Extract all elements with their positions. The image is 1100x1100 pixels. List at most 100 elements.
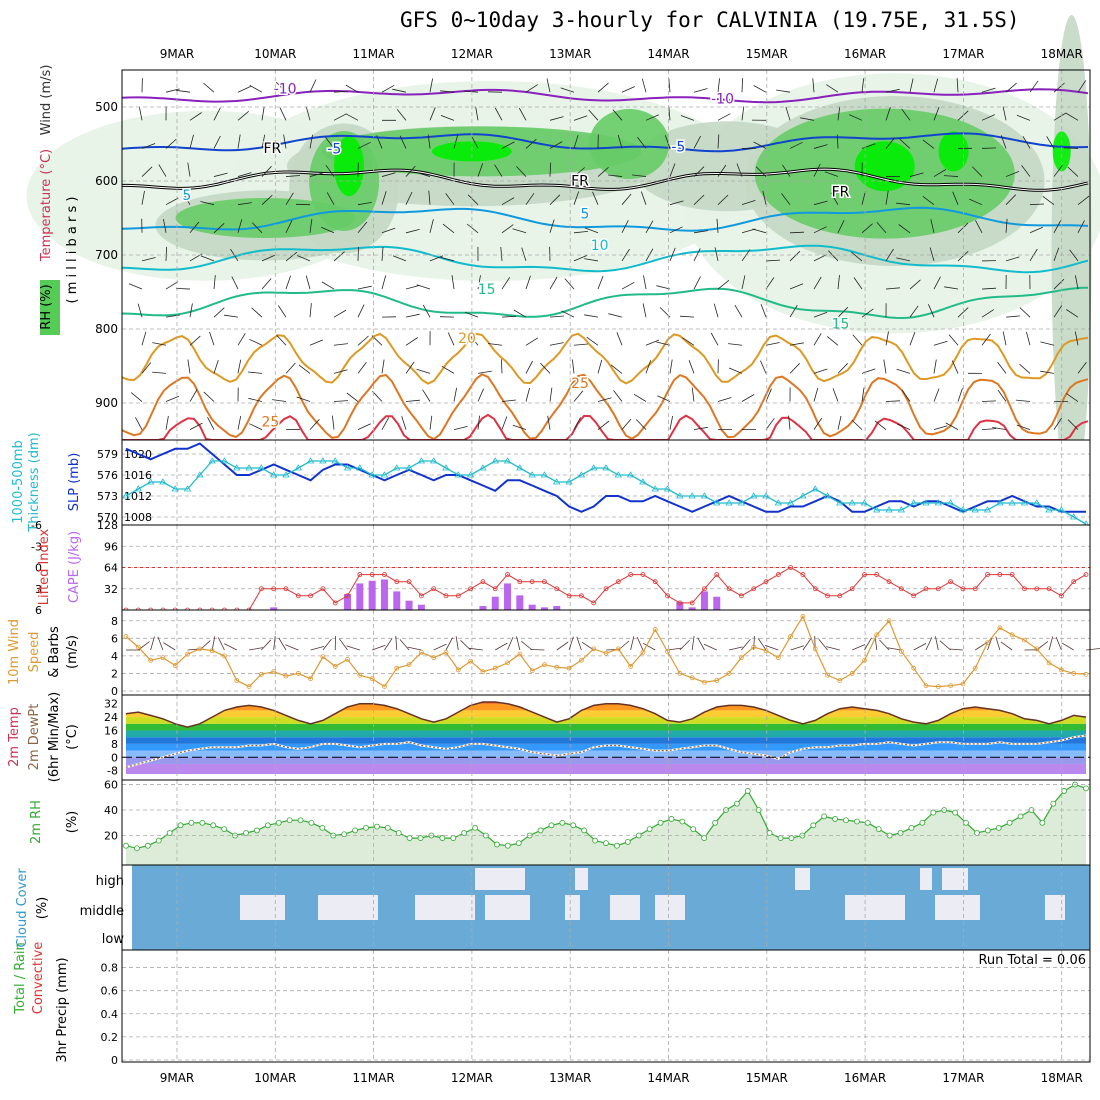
wind-point-37 xyxy=(578,657,584,663)
press-ytick-left-570: 570 xyxy=(97,511,118,524)
barb xyxy=(682,337,695,346)
barb xyxy=(525,84,538,93)
barb xyxy=(861,143,876,149)
barb xyxy=(501,277,511,290)
barb xyxy=(401,416,407,430)
precip-ytick-0.4: 0.4 xyxy=(101,1008,119,1021)
rh-blob-15 xyxy=(431,141,512,162)
lifted-point-21 xyxy=(382,572,387,577)
barb xyxy=(453,426,468,431)
barb xyxy=(752,228,767,234)
wind-point-3 xyxy=(160,655,166,661)
barb xyxy=(451,275,455,290)
barb xyxy=(813,254,827,262)
barb xyxy=(813,333,822,346)
barb xyxy=(899,138,911,149)
barb xyxy=(442,223,455,234)
barb xyxy=(621,193,632,205)
barb xyxy=(789,250,801,262)
barb xyxy=(326,192,335,205)
ylabel-rh-units: (%) xyxy=(65,811,80,834)
barb xyxy=(501,315,517,318)
wind-point-65 xyxy=(923,683,929,689)
lifted-point-49 xyxy=(726,586,732,592)
barb xyxy=(209,331,215,346)
cloud-high-0 xyxy=(475,868,525,890)
barb xyxy=(1021,165,1031,177)
barb xyxy=(1046,136,1055,149)
thickness-point-71 xyxy=(996,499,1004,506)
lifted-point-24 xyxy=(418,593,424,599)
wind-point-68 xyxy=(960,681,966,687)
barb xyxy=(1053,278,1065,290)
temp-band-4 xyxy=(126,737,1086,744)
lifted-point-77 xyxy=(1071,579,1077,585)
wind-point-62 xyxy=(886,618,892,624)
cape-bar-21 xyxy=(380,579,388,610)
thickness-point-23 xyxy=(405,464,413,471)
cloud-ytick-high: high xyxy=(96,874,124,889)
sfc-barb-42 xyxy=(636,637,644,651)
barb xyxy=(298,364,311,374)
sfc-barb-35 xyxy=(556,641,569,651)
rh-point-6 xyxy=(188,819,195,826)
barb xyxy=(237,134,241,149)
barb xyxy=(901,389,911,402)
barb xyxy=(832,388,839,402)
barb xyxy=(753,85,767,93)
barb xyxy=(837,106,841,121)
lifted-point-27 xyxy=(455,593,461,599)
barb xyxy=(1067,166,1079,177)
barb xyxy=(573,255,588,262)
barb xyxy=(405,313,420,318)
barb xyxy=(896,257,911,262)
wind-point-49 xyxy=(726,671,732,676)
barb xyxy=(861,368,876,374)
wind-point-47 xyxy=(702,679,707,685)
barb xyxy=(429,415,433,430)
barb xyxy=(285,192,294,205)
barb xyxy=(621,86,635,93)
barb xyxy=(896,368,911,374)
ylabel-2m-dewpt: 2m DewPt xyxy=(27,704,42,771)
barb xyxy=(584,258,599,262)
barb xyxy=(734,304,743,318)
ylabel-total-rain: Total / Rain xyxy=(13,942,28,1015)
rh-point-21 xyxy=(352,827,358,834)
wind-point-2 xyxy=(148,657,154,663)
barb xyxy=(930,219,935,233)
precip-frame xyxy=(121,949,1091,1063)
barb xyxy=(837,415,842,430)
upper-ytick-700: 700 xyxy=(95,248,118,262)
rh-point-26 xyxy=(406,835,413,841)
barb xyxy=(285,251,298,262)
barb xyxy=(165,138,177,149)
contour-label-14: 25 xyxy=(261,415,279,431)
barb xyxy=(885,106,891,121)
barb xyxy=(612,109,623,121)
cape-bar-19 xyxy=(356,583,364,610)
sfc-barb-70 xyxy=(987,636,993,651)
barb xyxy=(309,303,312,318)
rh-point-43 xyxy=(592,837,598,844)
xtick-top-10MAR: 10MAR xyxy=(254,47,296,61)
barb xyxy=(885,400,901,402)
thickness-point-44 xyxy=(663,485,672,492)
barb xyxy=(922,139,935,149)
rh-point-8 xyxy=(210,822,217,829)
barb xyxy=(1053,165,1063,177)
thickness-point-19 xyxy=(356,464,364,471)
barb xyxy=(645,220,654,234)
barb xyxy=(736,163,743,177)
rh-point-86 xyxy=(1061,788,1068,794)
sfc-barb-13 xyxy=(278,637,287,651)
barb xyxy=(597,167,609,177)
cloud-mid-9 xyxy=(1045,895,1065,920)
sfc-barb-50 xyxy=(741,639,751,651)
barb xyxy=(447,332,455,346)
barb xyxy=(909,279,921,290)
wind-point-63 xyxy=(898,649,904,654)
wind-point-4 xyxy=(172,663,178,668)
barb xyxy=(1016,114,1031,121)
barb xyxy=(669,415,673,430)
